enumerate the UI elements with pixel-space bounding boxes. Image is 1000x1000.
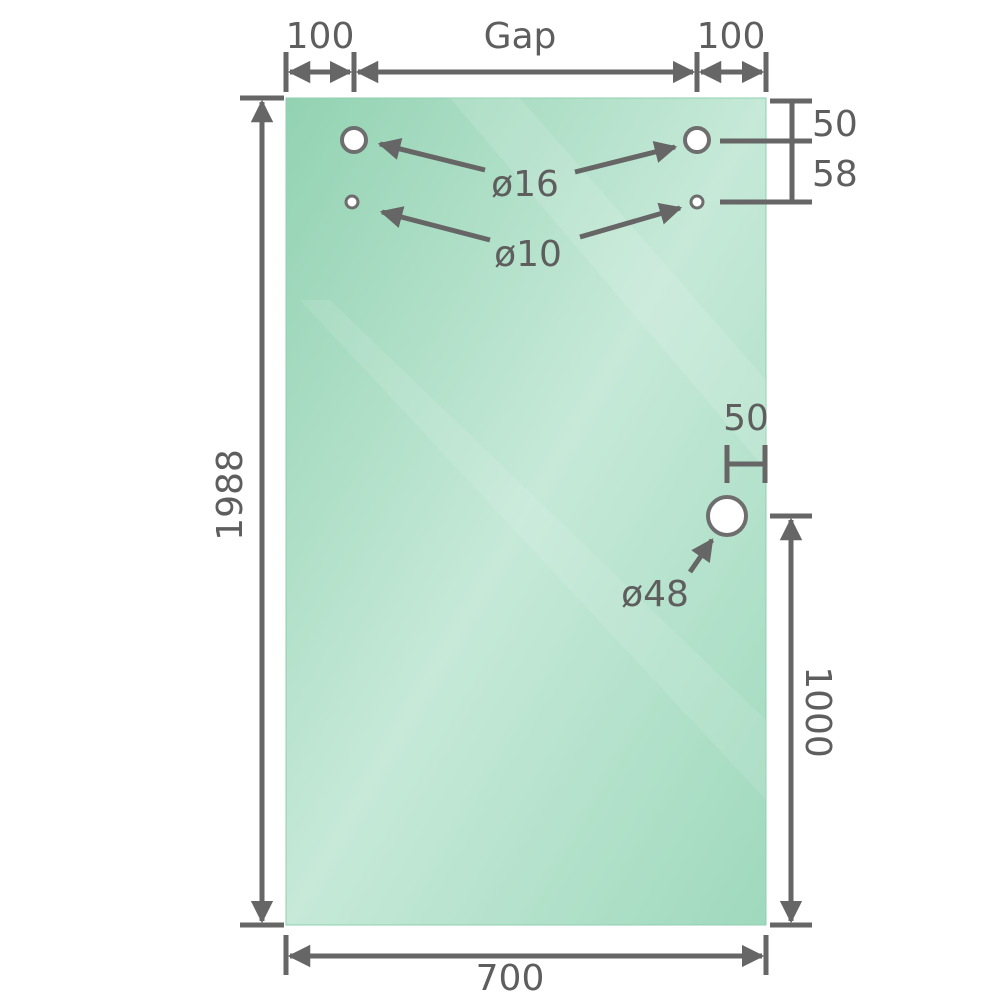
leader-arrow — [574, 140, 678, 175]
leader-arrow — [377, 137, 486, 173]
right-edge-label: 100 — [697, 16, 766, 57]
height-dimension — [240, 95, 284, 928]
glass-reflection — [300, 300, 766, 800]
height-label: 1988 — [210, 449, 251, 541]
width-dimension — [283, 935, 769, 975]
handle-offset-dimension — [724, 445, 768, 483]
handle-hole-label: ø48 — [621, 574, 689, 615]
leader-arrow — [687, 538, 715, 574]
handle-hole — [706, 495, 748, 537]
small-hole — [689, 194, 705, 210]
large-hole — [683, 126, 711, 154]
leader-arrow — [579, 202, 683, 240]
handle-height-dimension — [770, 513, 812, 928]
hole-spacing-label: 58 — [812, 154, 858, 195]
gap-label: Gap — [484, 16, 557, 57]
large-hole — [340, 126, 368, 154]
large-holes-label: ø16 — [491, 164, 559, 205]
glass-reflection — [450, 98, 766, 470]
glass-panel — [285, 97, 767, 926]
width-label: 700 — [476, 958, 545, 999]
hole-offset-dimension — [720, 98, 812, 205]
top-offset-label: 50 — [812, 104, 858, 145]
handle-offset-label: 50 — [723, 398, 769, 439]
small-holes-label: ø10 — [494, 234, 562, 275]
left-edge-label: 100 — [286, 16, 355, 57]
small-hole — [344, 194, 360, 210]
top-dimension — [283, 52, 769, 92]
handle-height-label: 1000 — [797, 666, 838, 758]
leader-arrow — [379, 206, 491, 243]
